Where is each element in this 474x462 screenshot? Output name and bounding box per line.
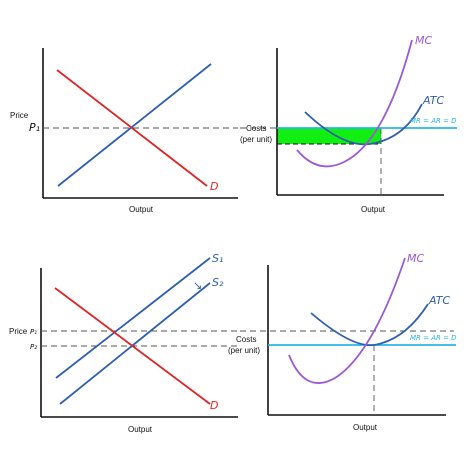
firm-bottom-atc-label: ATC [428, 294, 450, 307]
firm-top-profit-area [277, 128, 381, 144]
firm-top-ylabel-line2: (per unit) [240, 135, 272, 144]
market-top-price-mark: P₁ [29, 121, 40, 134]
market-top-demand-label: D [210, 180, 218, 193]
firm-bottom-mr-label: MR = AR = D [410, 334, 457, 342]
firm-top-mr-label: MR = AR = D [410, 117, 457, 125]
firm-bottom-ylabel-line1: Costs [236, 335, 256, 344]
market-top-supply-curve [57, 63, 212, 187]
firm-bottom-atc-curve [310, 303, 429, 347]
market-bottom-ylabel: Price [9, 327, 28, 336]
market-bottom-demand-label: D [210, 399, 218, 412]
firm-top-atc-label: ATC [422, 94, 444, 107]
market-bottom-p1-mark: P₁ [30, 328, 37, 336]
market-bottom-demand-curve [54, 287, 211, 405]
market-bottom-s1-label: S₁ [212, 252, 223, 265]
firm-bottom-mc-curve [288, 257, 406, 384]
firm-bottom-mc-label: MC [407, 252, 424, 265]
market-top-xlabel: Output [129, 205, 154, 214]
firm-top-atc-curve [304, 103, 423, 146]
firm-bottom-xlabel: Output [353, 423, 378, 432]
market-bottom-xlabel: Output [128, 425, 153, 434]
market-top-demand-curve [56, 69, 208, 187]
market-bottom-supply1-curve [55, 257, 211, 379]
firm-top-mc-curve [296, 39, 413, 168]
market-bottom-shift-arrow: ↘ [193, 279, 202, 292]
firm-top-xlabel: Output [361, 205, 386, 214]
firm-bottom-ylabel-line2: (per unit) [228, 346, 260, 355]
firm-top-mc-label: MC [415, 34, 432, 47]
market-bottom-s2-label: S₂ [212, 276, 224, 289]
market-top-ylabel: Price [10, 111, 29, 120]
market-top-panel: Price P₁ D Output [10, 48, 238, 214]
market-bottom-panel: S₁ S₂ ↘ D Price P₁ P₂ Output [9, 252, 238, 434]
firm-bottom-panel: MC ATC MR = AR = D Costs (per unit) Outp… [228, 252, 457, 432]
firm-top-ylabel-line1: Costs [246, 124, 266, 133]
firm-top-panel: MC ATC MR = AR = D Costs (per unit) Outp… [240, 34, 457, 214]
market-bottom-supply2-curve [59, 282, 211, 405]
market-bottom-p2-mark: P₂ [30, 343, 37, 351]
